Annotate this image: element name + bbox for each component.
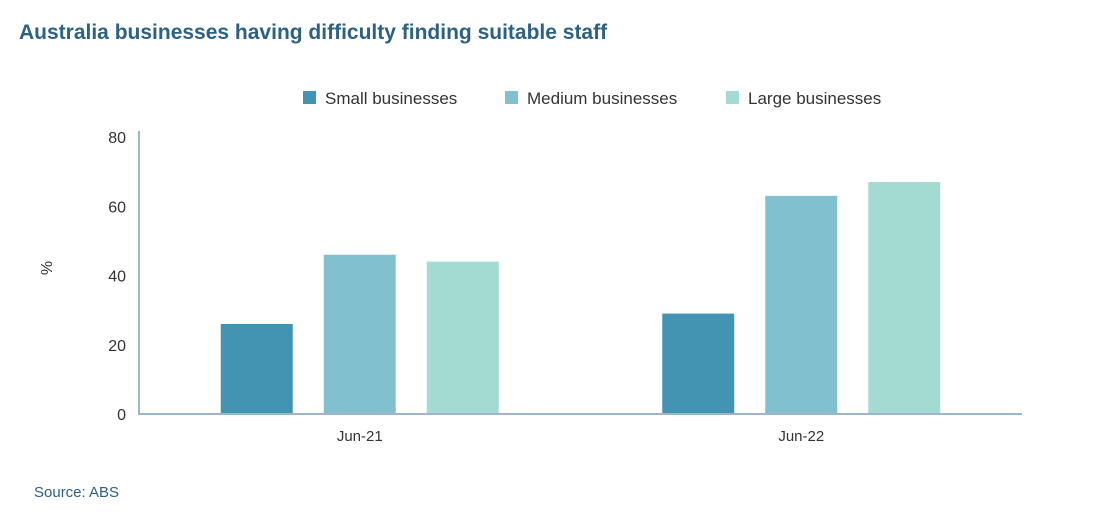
bar-medium-businesses-jun-21 (323, 254, 396, 414)
legend-swatch (303, 91, 316, 104)
x-tick-label: Jun-22 (778, 428, 824, 445)
legend-label: Medium businesses (527, 89, 677, 108)
y-tick-label: 20 (108, 338, 126, 355)
y-tick-label: 80 (108, 130, 126, 147)
y-axis-label: % (39, 261, 56, 275)
x-tick-label: Jun-21 (337, 428, 383, 445)
source-note: Source: ABS (34, 484, 120, 501)
bar-medium-businesses-jun-22 (765, 195, 838, 414)
bar-large-businesses-jun-21 (426, 261, 499, 414)
legend-swatch (505, 91, 518, 104)
bar-small-businesses-jun-22 (662, 313, 735, 414)
legend-label: Small businesses (325, 89, 457, 108)
bar-small-businesses-jun-21 (220, 323, 293, 414)
legend-swatch (726, 91, 739, 104)
legend-label: Large businesses (748, 89, 881, 108)
y-tick-label: 0 (117, 407, 126, 424)
y-tick-label: 60 (108, 199, 126, 216)
y-tick-label: 40 (108, 269, 126, 286)
chart-title: Australia businesses having difficulty f… (19, 21, 608, 44)
bar-large-businesses-jun-22 (868, 182, 941, 414)
